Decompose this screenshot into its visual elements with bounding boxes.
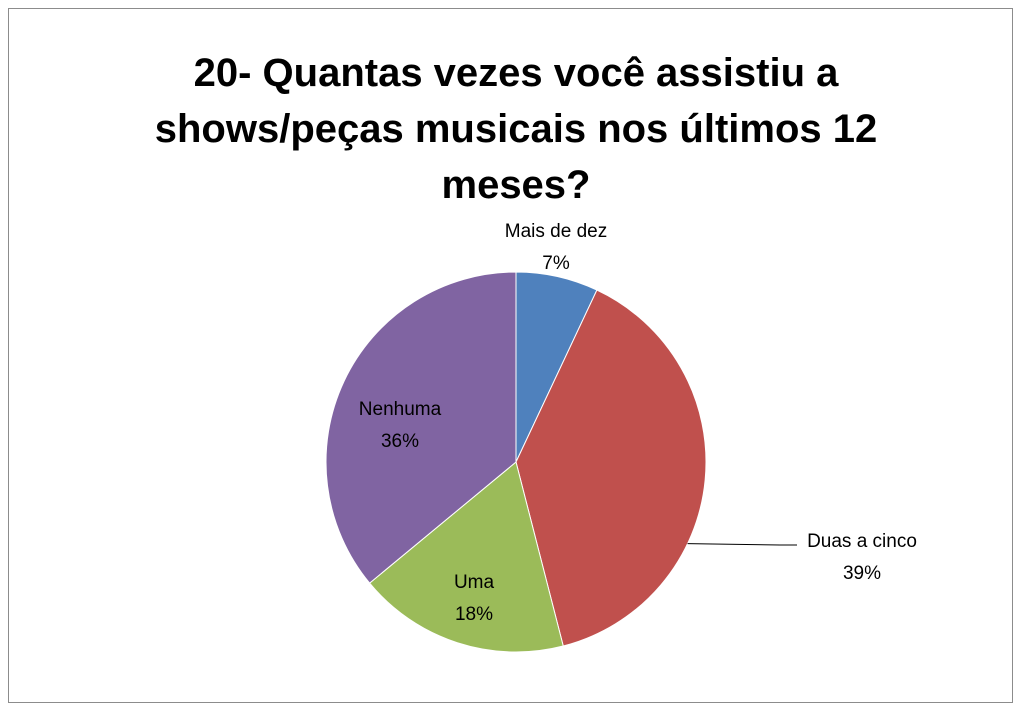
slice-label: Mais de dez xyxy=(505,221,607,242)
pie-slice xyxy=(515,289,707,647)
slice-label: Duas a cinco xyxy=(807,531,917,552)
slice-value-label: 18% xyxy=(455,604,493,625)
pie-slice xyxy=(325,271,517,584)
slice-label: Uma xyxy=(454,572,495,593)
pie-slice xyxy=(368,461,564,653)
slice-label: Nenhuma xyxy=(359,399,442,420)
slice-value-label: 36% xyxy=(381,431,419,452)
leader-line xyxy=(687,543,797,546)
slice-value-label: 7% xyxy=(542,253,570,274)
chart-title: 20- Quantas vezes você assistiu a shows/… xyxy=(154,51,878,207)
slice-value-label: 39% xyxy=(843,563,881,584)
